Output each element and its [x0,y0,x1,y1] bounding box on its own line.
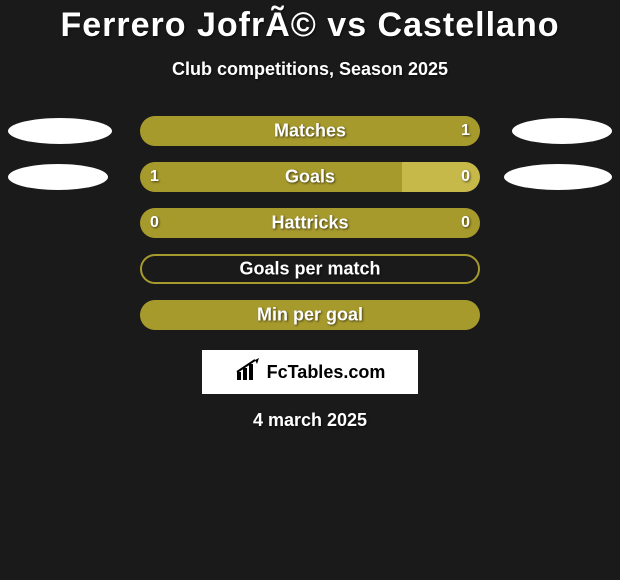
stat-row: Matches 1 [0,108,620,154]
chart-icon [235,358,263,387]
ellipse-left [8,164,108,190]
infographic-container: Ferrero JofrÃ© vs Castellano Club compet… [0,0,620,580]
stat-bar: Hattricks 0 0 [140,208,480,238]
ellipse-left [8,118,112,144]
stat-row: Goals per match [0,246,620,292]
ellipse-right [504,164,612,190]
title: Ferrero JofrÃ© vs Castellano [0,0,620,45]
watermark: FcTables.com [202,350,418,394]
stat-label: Min per goal [257,305,363,326]
stat-value-right: 1 [461,122,470,140]
stat-bar: Goals 1 0 [140,162,480,192]
stat-row: Min per goal [0,292,620,338]
subtitle: Club competitions, Season 2025 [0,59,620,80]
chart-area: Matches 1 Goals 1 0 Hattricks 0 0 Goals per matc… [0,108,620,338]
stat-value-left: 0 [150,214,159,232]
stat-row: Hattricks 0 0 [0,200,620,246]
stat-label: Goals [285,167,335,188]
stat-bar: Matches 1 [140,116,480,146]
ellipse-right [512,118,612,144]
stat-label: Matches [274,121,346,142]
stat-value-left: 1 [150,168,159,186]
stat-label: Goals per match [239,259,380,280]
stat-row: Goals 1 0 [0,154,620,200]
stat-bar: Min per goal [140,300,480,330]
stat-bar: Goals per match [140,254,480,284]
watermark-text: FcTables.com [267,362,386,383]
bar-segment [140,162,402,192]
stat-label: Hattricks [271,213,348,234]
date-text: 4 march 2025 [0,410,620,431]
stat-value-right: 0 [461,214,470,232]
stat-value-right: 0 [461,168,470,186]
